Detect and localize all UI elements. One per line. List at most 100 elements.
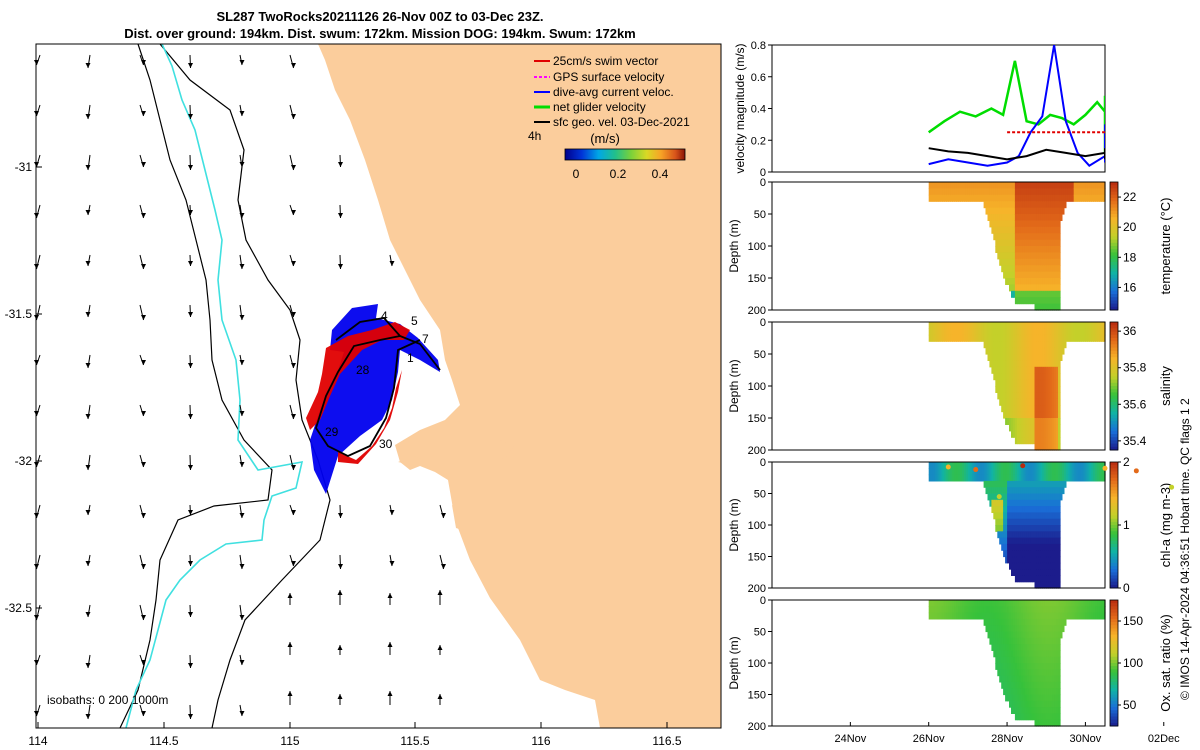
heatmap-cell <box>1001 663 1004 670</box>
heatmap-cell <box>950 612 953 620</box>
heatmap-cell <box>1020 379 1024 387</box>
heatmap-cell <box>1024 398 1028 406</box>
heatmap-cell <box>1028 239 1032 247</box>
heatmap-cell <box>967 194 971 202</box>
heatmap-cell <box>1058 328 1061 336</box>
heatmap-cell <box>989 618 992 626</box>
heatmap-cell <box>936 474 940 482</box>
heatmap-cell <box>1050 207 1053 215</box>
heatmap-cell <box>1009 675 1012 683</box>
heatmap-cell <box>965 328 969 336</box>
heatmap-cell <box>1012 271 1016 279</box>
heatmap-cell <box>1059 618 1063 626</box>
heatmap-cell <box>1009 625 1012 633</box>
heatmap-cell <box>928 188 932 196</box>
heatmap-cell <box>954 468 957 476</box>
heatmap-cell <box>1073 322 1077 329</box>
heatmap-cell <box>1026 631 1030 639</box>
chl-a-marker <box>1102 465 1108 471</box>
heatmap-cell <box>1026 531 1030 539</box>
heatmap-cell <box>1001 537 1004 545</box>
heatmap-cell <box>1046 379 1049 387</box>
heatmap-cell <box>1042 694 1045 702</box>
colorbar-segment <box>1110 641 1118 645</box>
heatmap-cell <box>1011 694 1014 702</box>
heatmap-cell <box>1058 688 1061 696</box>
heatmap-cell <box>1054 518 1057 526</box>
heatmap-cell <box>1042 392 1045 400</box>
heatmap-cell <box>1038 487 1041 495</box>
heatmap-cell <box>1058 681 1061 689</box>
heatmap-cell <box>1073 600 1077 607</box>
heatmap-cell <box>993 214 996 221</box>
heatmap-cell <box>1011 278 1014 285</box>
heatmap-cell <box>1003 606 1006 614</box>
heatmap-cell <box>1014 688 1018 696</box>
heatmap-cell <box>977 468 981 476</box>
heatmap-cell <box>1044 424 1047 432</box>
heatmap-cell <box>1052 443 1055 451</box>
heatmap-cell <box>964 188 967 196</box>
heatmap-cell <box>1079 606 1083 614</box>
heatmap-cell <box>985 328 989 336</box>
heatmap-cell <box>1011 462 1014 469</box>
heatmap-cell <box>1034 675 1038 683</box>
heatmap-cell <box>971 606 975 614</box>
heatmap-cell <box>989 487 992 495</box>
heatmap-cell <box>987 214 991 221</box>
heatmap-cell <box>1052 637 1055 645</box>
heatmap-cell <box>1042 675 1045 683</box>
heatmap-cell <box>1032 271 1036 279</box>
heatmap-cell <box>1038 297 1041 305</box>
heatmap-cell <box>1014 637 1018 645</box>
heatmap-cell <box>999 360 1002 368</box>
heatmap-cell <box>1005 600 1008 607</box>
heatmap-cell <box>1058 398 1061 406</box>
heatmap-cell <box>999 625 1002 633</box>
heatmap-cell <box>1014 424 1018 432</box>
heatmap-cell <box>1009 663 1012 670</box>
heatmap-cell <box>1040 220 1043 228</box>
heatmap-cell <box>991 625 994 633</box>
x-tick-label: 24Nov <box>834 733 866 745</box>
heatmap-cell <box>1032 612 1036 620</box>
heatmap-cell <box>950 334 953 342</box>
heatmap-cell <box>1085 182 1088 189</box>
heatmap-cell <box>995 663 998 670</box>
heatmap-cell <box>944 328 947 336</box>
heatmap-cell <box>1056 581 1059 589</box>
heatmap-cell <box>1012 182 1016 189</box>
heatmap-cell <box>1011 681 1014 689</box>
heatmap-cell <box>1059 612 1063 620</box>
heatmap-cell <box>1040 322 1043 329</box>
heatmap-cell <box>1069 328 1073 336</box>
heatmap-cell <box>1048 531 1051 539</box>
heatmap-cell <box>1032 506 1036 513</box>
heatmap-cell <box>1001 354 1004 361</box>
heatmap-cell <box>971 474 975 482</box>
heatmap-cell <box>946 194 949 202</box>
heatmap-cell <box>1022 182 1026 189</box>
heatmap-cell <box>1020 430 1024 438</box>
heatmap-cell <box>1042 258 1045 266</box>
heatmap-cell <box>1026 284 1030 292</box>
heatmap-cell <box>965 194 969 202</box>
colorbar-segment <box>1110 440 1118 445</box>
heatmap-cell <box>1016 392 1020 400</box>
heatmap-cell <box>1005 656 1008 664</box>
heatmap-cell <box>1042 512 1045 520</box>
heatmap-cell <box>1012 700 1016 708</box>
heatmap-cell <box>991 347 994 355</box>
heatmap-cell <box>1091 600 1094 607</box>
heatmap-cell <box>997 366 1000 374</box>
heatmap-cell <box>993 499 996 507</box>
heatmap-cell <box>1036 569 1039 576</box>
heatmap-cell <box>1024 487 1028 495</box>
heatmap-cell <box>1014 386 1018 393</box>
heatmap-cell <box>1044 650 1047 658</box>
heatmap-cell <box>1014 525 1018 532</box>
heatmap-cell <box>1077 474 1081 482</box>
y-tick-label: -31.5 <box>5 307 33 321</box>
heatmap-cell <box>1011 201 1014 209</box>
heatmap-cell <box>958 334 961 342</box>
